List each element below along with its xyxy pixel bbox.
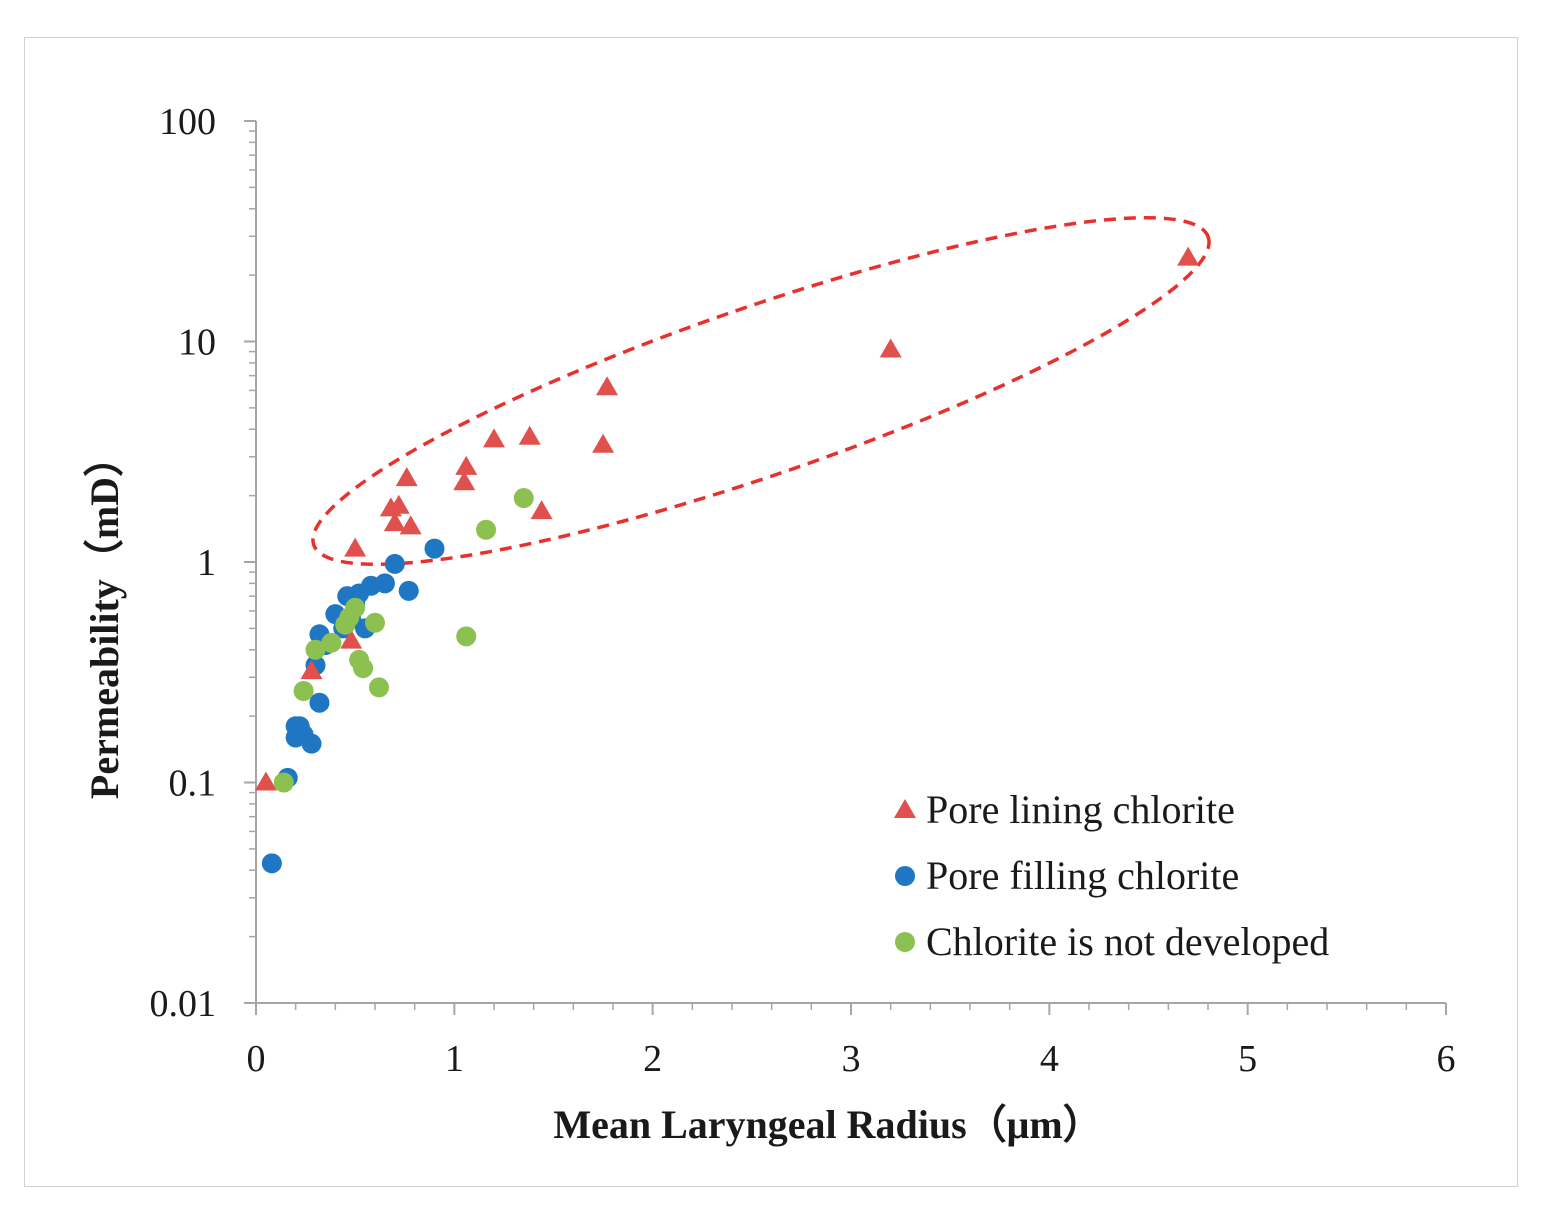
circle-point bbox=[293, 680, 314, 701]
circle-point bbox=[456, 626, 477, 647]
series-pore-filling-chlorite bbox=[261, 538, 445, 874]
circle-point bbox=[374, 573, 395, 594]
circle-point bbox=[365, 612, 385, 633]
legend-marker-circle bbox=[895, 866, 915, 886]
legend-marker-triangle bbox=[894, 799, 916, 818]
triangle-point bbox=[518, 425, 541, 445]
circle-point bbox=[476, 519, 497, 540]
triangle-point bbox=[254, 771, 277, 791]
circle-point bbox=[261, 853, 282, 874]
y-tick-label: 1 bbox=[197, 542, 216, 584]
x-tick-label: 2 bbox=[643, 1038, 662, 1080]
x-tick-label: 5 bbox=[1238, 1038, 1257, 1080]
circle-point bbox=[368, 677, 389, 698]
chart-frame bbox=[24, 37, 1518, 1187]
circle-point bbox=[384, 553, 405, 574]
y-tick-label: 0.01 bbox=[150, 983, 217, 1025]
circle-point bbox=[301, 733, 322, 754]
circle-point bbox=[273, 772, 294, 793]
circle-point bbox=[321, 632, 342, 653]
legend-label: Pore lining chlorite bbox=[926, 787, 1235, 832]
triangle-point bbox=[879, 338, 902, 358]
legend-label: Pore filling chlorite bbox=[926, 853, 1239, 898]
series-pore-lining-chlorite bbox=[254, 246, 1200, 791]
highlight-ellipse-group bbox=[311, 215, 1211, 567]
triangle-point bbox=[383, 512, 406, 532]
highlight-ellipse bbox=[311, 215, 1211, 567]
triangle-point bbox=[399, 515, 422, 535]
y-tick-label: 100 bbox=[159, 101, 216, 143]
x-tick-label: 3 bbox=[842, 1038, 861, 1080]
triangle-point bbox=[340, 629, 363, 649]
triangle-point bbox=[453, 471, 476, 491]
circle-point bbox=[309, 692, 330, 713]
triangle-point bbox=[300, 660, 323, 680]
circle-point bbox=[424, 538, 445, 559]
x-axis-title: Mean Laryngeal Radius（μm） bbox=[553, 1102, 1102, 1147]
circle-point bbox=[513, 488, 534, 509]
y-tick-label: 0.1 bbox=[169, 763, 217, 805]
x-tick-label: 4 bbox=[1040, 1038, 1059, 1080]
legend: Pore lining chlorite Pore filling chlorit… bbox=[894, 787, 1329, 964]
triangle-point bbox=[344, 537, 367, 557]
y-axis-title: Permeability（mD） bbox=[82, 437, 127, 799]
triangle-point bbox=[387, 494, 410, 514]
circle-point bbox=[345, 597, 366, 618]
axes: 0.01 0.1 1 10 100 0 1 2 3 4 5 6 bbox=[150, 101, 1456, 1080]
triangle-point bbox=[483, 428, 505, 448]
triangle-point bbox=[530, 500, 553, 520]
data-points bbox=[254, 246, 1200, 874]
triangle-point bbox=[592, 433, 615, 453]
circle-point bbox=[353, 658, 374, 679]
x-tick-label: 0 bbox=[247, 1038, 266, 1080]
triangle-point bbox=[455, 455, 478, 475]
x-tick-label: 1 bbox=[445, 1038, 464, 1080]
y-tick-label: 10 bbox=[178, 322, 216, 364]
circle-point bbox=[398, 580, 419, 601]
circle-point bbox=[305, 639, 326, 660]
x-tick-label: 6 bbox=[1437, 1038, 1456, 1080]
legend-label: Chlorite is not developed bbox=[926, 919, 1329, 964]
triangle-point bbox=[596, 376, 619, 396]
triangle-point bbox=[395, 467, 418, 487]
series-chlorite-is-not-developed bbox=[273, 488, 534, 793]
triangle-point bbox=[1177, 246, 1200, 266]
legend-marker-circle bbox=[895, 932, 915, 952]
